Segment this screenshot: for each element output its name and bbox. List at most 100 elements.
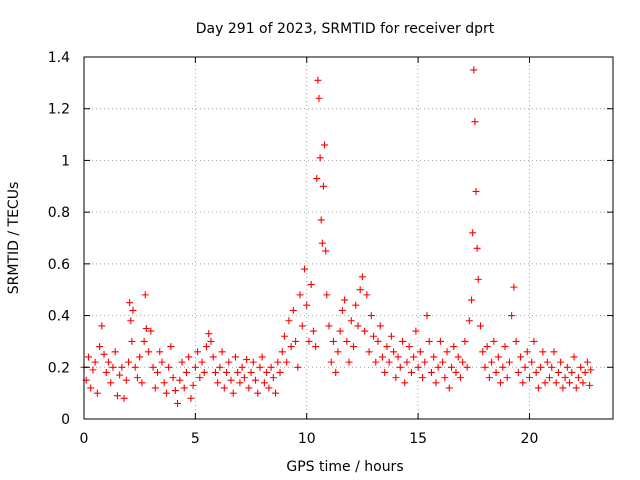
data-point <box>272 389 280 397</box>
data-point <box>517 353 525 361</box>
data-point <box>554 368 562 376</box>
data-point <box>563 363 571 371</box>
data-point <box>127 317 135 325</box>
data-point <box>140 337 148 345</box>
data-point <box>167 343 175 351</box>
data-point <box>292 337 300 345</box>
data-point <box>269 374 277 382</box>
data-point <box>485 374 493 382</box>
data-point <box>315 94 323 102</box>
data-point <box>345 358 353 366</box>
data-point <box>129 306 137 314</box>
data-point <box>528 358 536 366</box>
data-point <box>521 363 529 371</box>
data-point <box>572 384 580 392</box>
x-tick-label: 20 <box>521 431 539 447</box>
data-point <box>301 265 309 273</box>
data-point <box>352 301 360 309</box>
data-point <box>307 281 315 289</box>
data-point <box>405 343 413 351</box>
data-point <box>128 337 136 345</box>
data-point <box>131 363 139 371</box>
data-point <box>488 358 496 366</box>
data-point <box>370 332 378 340</box>
data-point <box>298 322 306 330</box>
x-axis-label: GPS time / hours <box>286 459 403 475</box>
data-point <box>122 376 130 384</box>
data-point <box>469 229 477 237</box>
data-point <box>196 374 204 382</box>
data-point <box>238 363 246 371</box>
data-point <box>471 118 479 126</box>
data-point <box>180 384 188 392</box>
x-tick-label: 10 <box>298 431 316 447</box>
data-point <box>91 358 99 366</box>
data-point <box>586 381 594 389</box>
data-point <box>327 358 335 366</box>
data-point <box>492 368 500 376</box>
data-point <box>494 353 502 361</box>
data-point <box>510 283 518 291</box>
data-point <box>125 358 133 366</box>
data-point <box>254 389 262 397</box>
data-point <box>450 343 458 351</box>
data-point <box>347 317 355 325</box>
data-point <box>530 337 538 345</box>
data-point <box>147 327 155 335</box>
data-point <box>321 141 329 149</box>
data-point <box>191 363 199 371</box>
data-point <box>205 330 213 338</box>
data-point <box>216 363 224 371</box>
data-point <box>548 363 556 371</box>
y-tick-label: 0.2 <box>48 360 70 376</box>
data-point <box>338 306 346 314</box>
data-point <box>392 374 400 382</box>
data-point <box>200 368 208 376</box>
data-point <box>441 374 449 382</box>
data-point <box>341 296 349 304</box>
y-tick-label: 1.2 <box>48 102 70 118</box>
data-point <box>231 353 239 361</box>
data-point <box>479 348 487 356</box>
data-point <box>454 353 462 361</box>
data-point <box>263 368 271 376</box>
x-tick-label: 15 <box>409 431 427 447</box>
data-point <box>283 358 291 366</box>
data-point <box>162 389 170 397</box>
data-point <box>546 374 554 382</box>
data-point <box>407 368 415 376</box>
data-point <box>372 358 380 366</box>
data-point <box>387 332 395 340</box>
data-point <box>519 379 527 387</box>
data-point <box>274 358 282 366</box>
data-point <box>381 368 389 376</box>
data-point <box>267 363 275 371</box>
data-point <box>278 348 286 356</box>
data-point <box>512 337 520 345</box>
data-point <box>276 368 284 376</box>
plot-frame <box>83 56 614 420</box>
data-point <box>138 379 146 387</box>
data-point <box>113 392 121 400</box>
data-point <box>468 296 476 304</box>
data-point <box>156 348 164 356</box>
data-point <box>116 371 124 379</box>
data-point <box>182 368 190 376</box>
data-point <box>294 363 302 371</box>
data-point <box>198 358 206 366</box>
data-point <box>499 363 507 371</box>
data-point <box>481 363 489 371</box>
data-point <box>583 358 591 366</box>
data-point <box>412 327 420 335</box>
data-point <box>178 358 186 366</box>
x-tick-label: 0 <box>80 431 89 447</box>
data-point <box>403 358 411 366</box>
data-point <box>87 384 95 392</box>
y-tick-label: 0.8 <box>48 205 70 221</box>
data-point <box>258 353 266 361</box>
data-point <box>136 353 144 361</box>
data-point <box>234 368 242 376</box>
data-point <box>145 348 153 356</box>
data-point <box>354 322 362 330</box>
data-point <box>214 379 222 387</box>
